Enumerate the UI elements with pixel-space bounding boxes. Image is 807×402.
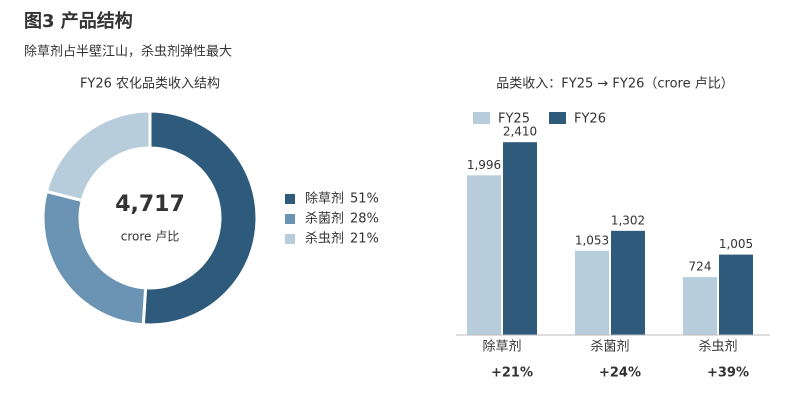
bar-value-label: 2,410 <box>503 125 537 139</box>
bar <box>719 254 753 335</box>
legend-swatch <box>285 214 295 224</box>
legend-label: 杀虫剂 <box>305 232 344 247</box>
growth-label: +24% <box>599 366 641 381</box>
bar-value-label: 1,053 <box>575 233 609 247</box>
bar <box>467 175 501 335</box>
bar-value-label: 1,005 <box>719 237 753 251</box>
x-tick-label: 杀虫剂 <box>698 340 737 355</box>
growth-label: +39% <box>707 366 749 381</box>
legend-label: 除草剂 <box>305 192 344 207</box>
bar-value-label: 1,302 <box>611 213 645 227</box>
bar <box>575 250 609 335</box>
legend-swatch <box>285 194 295 204</box>
bar <box>611 230 645 335</box>
donut-title: FY26 农化品类收入结构 <box>80 77 220 92</box>
bar <box>503 142 537 335</box>
bar <box>683 277 717 335</box>
legend-label: FY26 <box>574 112 606 127</box>
legend-value: 28% <box>350 212 379 227</box>
page-subtitle: 除草剂占半壁江山，杀虫剂弹性最大 <box>24 45 232 60</box>
bar-value-label: 1,996 <box>467 158 501 172</box>
legend-label: 杀菌剂 <box>305 212 344 227</box>
legend-swatch <box>285 234 295 244</box>
bar-value-label: 724 <box>689 260 712 274</box>
legend-swatch <box>473 112 490 124</box>
legend-swatch <box>549 112 566 124</box>
donut-segment <box>44 109 152 203</box>
growth-label: +21% <box>491 366 533 381</box>
donut-center-value: 4,717 <box>115 192 185 217</box>
legend-value: 21% <box>350 232 379 247</box>
donut-center-label: crore 卢比 <box>121 229 179 244</box>
donut-segment <box>141 109 259 327</box>
bar-title: 品类收入：FY25 → FY26（crore 卢比） <box>496 76 733 92</box>
page-title: 图3 产品结构 <box>24 10 133 32</box>
x-tick-label: 杀菌剂 <box>590 340 629 355</box>
legend-label: FY25 <box>498 112 530 127</box>
x-tick-label: 除草剂 <box>482 340 521 355</box>
legend-value: 51% <box>350 192 379 207</box>
